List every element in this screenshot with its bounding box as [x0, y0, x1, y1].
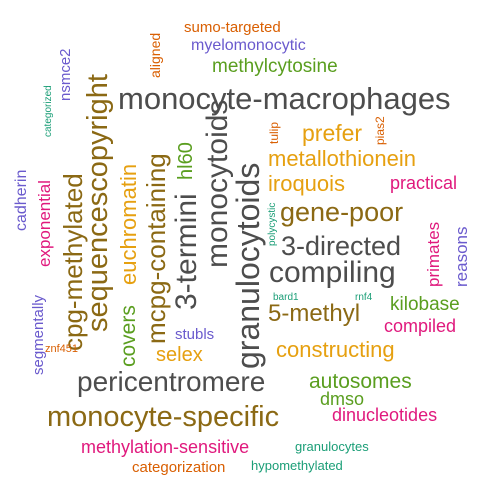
word-sequencescopyright: sequencescopyright: [82, 74, 114, 332]
word-iroquois: iroquois: [268, 171, 346, 196]
word-polycystic: polycystic: [267, 202, 278, 246]
word-3-termini: 3-termini: [170, 193, 203, 310]
word-aligned: aligned: [147, 32, 163, 78]
word-metallothionein: metallothionein: [268, 146, 416, 171]
word-mcpg-containing: mcpg-containing: [141, 153, 171, 344]
word-pias2: pias2: [373, 116, 387, 145]
word-compiling: compiling: [269, 256, 396, 289]
word-granulocytes: granulocytes: [295, 439, 369, 454]
word-segmentally: segmentally: [30, 294, 47, 375]
word-pericentromere: pericentromere: [77, 366, 266, 397]
word-euchromatin: euchromatin: [116, 163, 141, 285]
word-tulip: tulip: [267, 121, 281, 144]
word-covers: covers: [117, 305, 140, 367]
word-kilobase: kilobase: [390, 294, 460, 315]
word-compiled: compiled: [384, 316, 457, 336]
word-cadherin: cadherin: [13, 169, 30, 231]
word-cpg-methylated: cpg-methylated: [58, 173, 88, 351]
word-znf451: znf451: [45, 343, 79, 355]
word-monocyte-macrophages: monocyte-macrophages: [118, 81, 451, 116]
word-sumo-targeted: sumo-targeted: [184, 19, 281, 36]
word-reasons: reasons: [452, 226, 471, 287]
word-5-methyl: 5-methyl: [268, 300, 361, 327]
word-practical: practical: [390, 173, 458, 193]
word-nsmce2: nsmce2: [57, 48, 74, 101]
word-selex: selex: [156, 344, 203, 366]
word-hl60: hl60: [175, 142, 197, 180]
word-granulocytoids: granulocytoids: [230, 162, 266, 369]
word-stubls: stubls: [175, 326, 215, 343]
word-dinucleotides: dinucleotides: [332, 405, 438, 425]
word-exponential: exponential: [35, 180, 54, 267]
word-bard1: bard1: [273, 292, 299, 303]
word-categorized: categorized: [43, 85, 54, 137]
word-autosomes: autosomes: [309, 370, 412, 393]
word-myelomonocytic: myelomonocytic: [191, 37, 306, 54]
word-dmso: dmso: [320, 389, 365, 409]
word-gene-poor: gene-poor: [280, 197, 404, 227]
word-categorization: categorization: [132, 459, 226, 476]
word-constructing: constructing: [276, 337, 395, 362]
word-monocytoids: monocytoids: [201, 99, 234, 268]
word-primates: primates: [424, 221, 443, 287]
word-hypomethylated: hypomethylated: [251, 458, 343, 473]
word-prefer: prefer: [302, 120, 363, 146]
word-rnf4: rnf4: [355, 292, 373, 303]
word-methylcytosine: methylcytosine: [212, 56, 338, 77]
word-3-directed: 3-directed: [281, 231, 402, 261]
word-monocyte-specific: monocyte-specific: [47, 401, 280, 433]
word-methylation-sensitive: methylation-sensitive: [81, 437, 250, 457]
